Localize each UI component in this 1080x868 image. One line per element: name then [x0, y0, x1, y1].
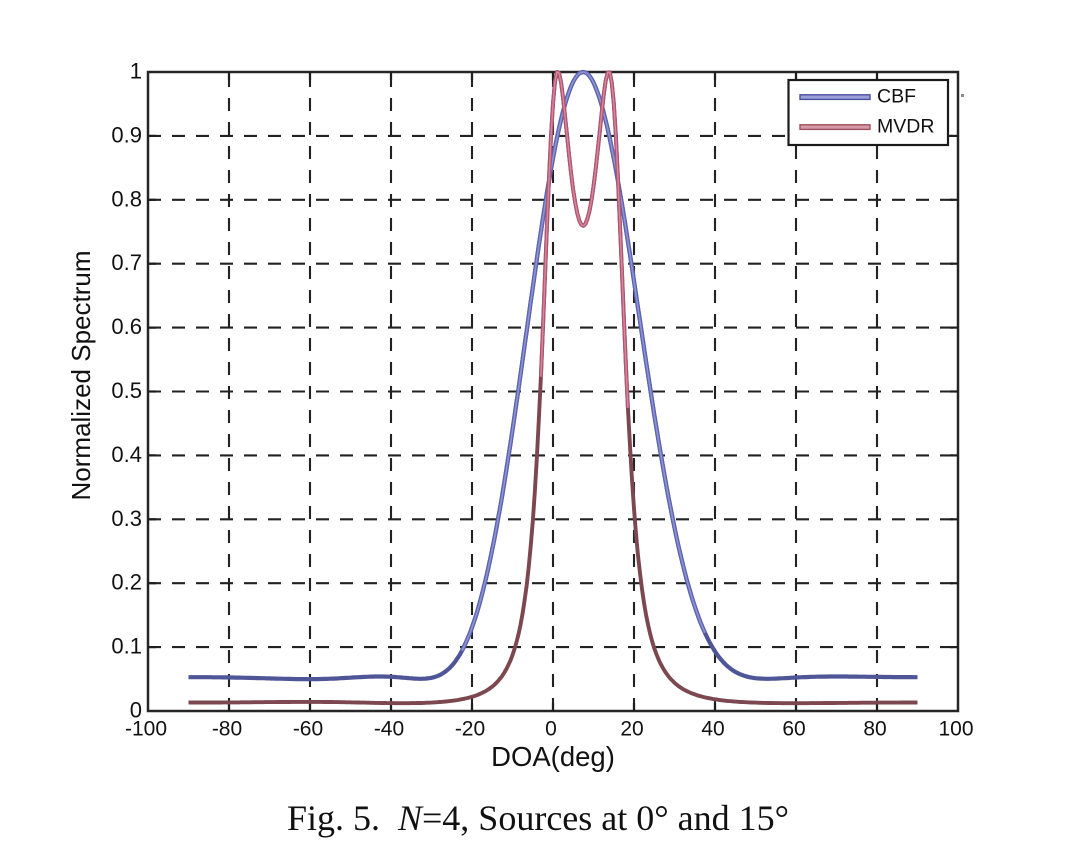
svg-text:-100: -100 [125, 718, 167, 741]
svg-text:-60: -60 [293, 718, 323, 741]
svg-text:0.3: 0.3 [111, 506, 142, 531]
svg-text:100: 100 [938, 718, 973, 741]
svg-text:MVDR: MVDR [877, 116, 934, 138]
svg-text:80: 80 [863, 718, 886, 741]
svg-text:0.8: 0.8 [111, 186, 142, 211]
svg-text:0.6: 0.6 [111, 314, 142, 339]
svg-text:0.4: 0.4 [111, 442, 142, 467]
svg-text:1: 1 [130, 59, 142, 84]
svg-text:60: 60 [782, 718, 805, 741]
svg-text:0.7: 0.7 [111, 250, 142, 275]
svg-text:-20: -20 [455, 718, 485, 741]
svg-text:Fig. 5. N=4, Sources at 0° an: Fig. 5. N=4, Sources at 0° and 15° [287, 798, 789, 838]
svg-text:20: 20 [620, 718, 643, 741]
svg-text:0.5: 0.5 [111, 378, 142, 403]
svg-text:0.2: 0.2 [111, 570, 142, 595]
svg-text:0.1: 0.1 [111, 634, 142, 659]
svg-text:Normalized Spectrum: Normalized Spectrum [66, 251, 96, 501]
svg-text:-80: -80 [212, 718, 242, 741]
svg-text:40: 40 [701, 718, 724, 741]
svg-text:DOA(deg): DOA(deg) [491, 741, 615, 772]
svg-text:0: 0 [545, 718, 557, 741]
svg-text:CBF: CBF [877, 86, 916, 108]
svg-text:-40: -40 [374, 718, 404, 741]
svg-text:0.9: 0.9 [111, 122, 142, 147]
svg-text:0: 0 [130, 698, 142, 723]
